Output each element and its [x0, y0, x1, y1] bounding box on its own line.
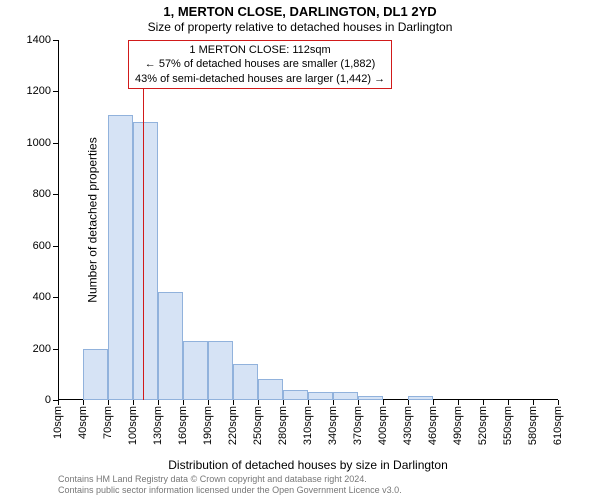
chart-title: 1, MERTON CLOSE, DARLINGTON, DL1 2YD — [0, 0, 600, 19]
x-tick — [433, 400, 434, 405]
histogram-bar — [133, 122, 158, 400]
x-tick — [533, 400, 534, 405]
info-box-line: 43% of semi-detached houses are larger (… — [135, 72, 385, 86]
histogram-bar — [333, 392, 358, 400]
y-tick-label: 1200 — [27, 85, 51, 97]
y-axis-label-wrap: Number of detached properties — [0, 40, 16, 400]
y-tick — [53, 91, 58, 92]
x-axis-label: Distribution of detached houses by size … — [58, 458, 558, 472]
histogram-bar — [208, 341, 233, 400]
x-tick — [258, 400, 259, 405]
y-tick — [53, 143, 58, 144]
y-axis-line — [58, 40, 59, 400]
x-tick — [508, 400, 509, 405]
x-tick-label: 280sqm — [277, 406, 289, 445]
y-tick — [53, 297, 58, 298]
x-tick — [183, 400, 184, 405]
x-tick-label: 520sqm — [477, 406, 489, 445]
chart-container: 1, MERTON CLOSE, DARLINGTON, DL1 2YD Siz… — [0, 0, 600, 500]
x-tick-label: 250sqm — [252, 406, 264, 445]
x-tick-label: 160sqm — [177, 406, 189, 445]
info-box-line: ← 57% of detached houses are smaller (1,… — [135, 57, 385, 71]
x-tick — [208, 400, 209, 405]
plot-area: 020040060080010001200140010sqm40sqm70sqm… — [58, 40, 558, 400]
y-tick-label: 1400 — [27, 34, 51, 46]
x-tick-label: 130sqm — [152, 406, 164, 445]
x-tick — [133, 400, 134, 405]
x-tick-label: 10sqm — [52, 406, 64, 439]
y-tick-label: 1000 — [27, 137, 51, 149]
x-tick-label: 190sqm — [202, 406, 214, 445]
x-tick — [283, 400, 284, 405]
y-tick — [53, 40, 58, 41]
credits: Contains HM Land Registry data © Crown c… — [58, 474, 402, 496]
info-box-line: 1 MERTON CLOSE: 112sqm — [135, 43, 385, 57]
histogram-bar — [283, 390, 308, 400]
x-tick-label: 460sqm — [427, 406, 439, 445]
x-tick — [83, 400, 84, 405]
x-tick — [383, 400, 384, 405]
marker-line — [143, 40, 144, 400]
x-tick — [58, 400, 59, 405]
chart-subtitle: Size of property relative to detached ho… — [0, 19, 600, 36]
x-tick — [333, 400, 334, 405]
histogram-bar — [258, 379, 283, 400]
x-tick — [408, 400, 409, 405]
y-tick-label: 800 — [33, 188, 51, 200]
x-tick-label: 400sqm — [377, 406, 389, 445]
x-tick-label: 370sqm — [352, 406, 364, 445]
x-tick — [308, 400, 309, 405]
y-tick — [53, 349, 58, 350]
histogram-bar — [158, 292, 183, 400]
x-tick-label: 70sqm — [102, 406, 114, 439]
x-tick-label: 490sqm — [452, 406, 464, 445]
x-tick — [233, 400, 234, 405]
y-tick-label: 400 — [33, 291, 51, 303]
x-tick-label: 40sqm — [77, 406, 89, 439]
x-tick — [108, 400, 109, 405]
histogram-bar — [183, 341, 208, 400]
histogram-bar — [358, 396, 383, 400]
x-tick — [558, 400, 559, 405]
x-tick-label: 310sqm — [302, 406, 314, 445]
info-box: 1 MERTON CLOSE: 112sqm← 57% of detached … — [128, 40, 392, 89]
x-tick — [358, 400, 359, 405]
x-tick-label: 100sqm — [127, 406, 139, 445]
x-tick — [158, 400, 159, 405]
y-tick-label: 200 — [33, 343, 51, 355]
x-tick — [458, 400, 459, 405]
x-tick-label: 580sqm — [527, 406, 539, 445]
x-tick — [483, 400, 484, 405]
x-tick-label: 610sqm — [552, 406, 564, 445]
x-tick-label: 550sqm — [502, 406, 514, 445]
credits-line2: Contains public sector information licen… — [58, 485, 402, 496]
histogram-bar — [83, 349, 108, 400]
x-tick-label: 430sqm — [402, 406, 414, 445]
y-tick-label: 0 — [45, 394, 51, 406]
y-tick — [53, 246, 58, 247]
credits-line1: Contains HM Land Registry data © Crown c… — [58, 474, 402, 485]
histogram-bar — [233, 364, 258, 400]
histogram-bar — [408, 396, 433, 400]
histogram-bar — [308, 392, 333, 400]
y-tick-label: 600 — [33, 240, 51, 252]
y-tick — [53, 194, 58, 195]
histogram-bar — [108, 115, 133, 400]
x-tick-label: 340sqm — [327, 406, 339, 445]
x-tick-label: 220sqm — [227, 406, 239, 445]
